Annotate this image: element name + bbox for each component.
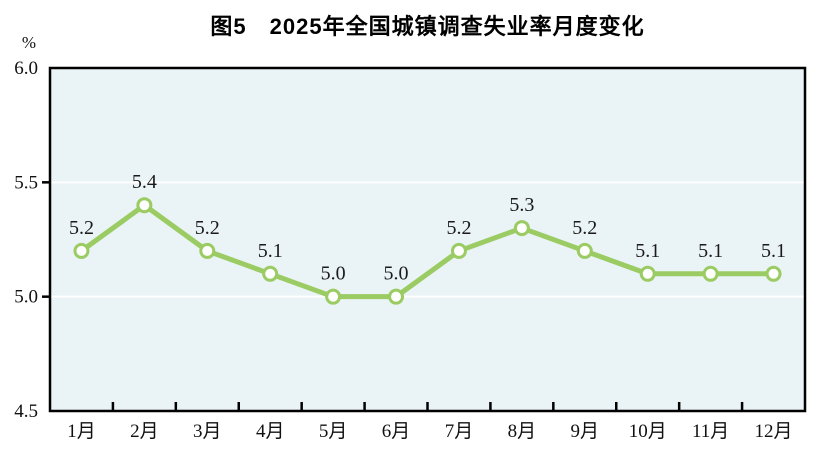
x-axis-label: 11月 bbox=[692, 421, 729, 442]
x-axis-label: 3月 bbox=[193, 421, 222, 442]
chart-title: 图5 2025年全国城镇调查失业率月度变化 bbox=[210, 14, 645, 39]
data-label: 5.2 bbox=[195, 217, 220, 239]
data-label: 5.2 bbox=[572, 217, 597, 239]
data-label: 5.2 bbox=[446, 217, 471, 239]
data-label: 5.4 bbox=[132, 171, 157, 193]
data-point bbox=[136, 197, 153, 214]
x-axis-label: 4月 bbox=[256, 421, 285, 442]
data-point bbox=[73, 242, 90, 259]
data-point bbox=[639, 265, 656, 282]
data-point bbox=[702, 265, 719, 282]
x-axis-label: 2月 bbox=[130, 421, 159, 442]
y-axis-unit-label: % bbox=[22, 33, 36, 52]
data-point bbox=[388, 288, 405, 305]
data-point bbox=[450, 242, 467, 259]
x-axis-label: 6月 bbox=[382, 421, 411, 442]
data-label: 5.2 bbox=[69, 217, 94, 239]
y-axis-label: 4.5 bbox=[14, 401, 38, 422]
x-axis-label: 8月 bbox=[508, 421, 537, 442]
data-point bbox=[513, 220, 530, 237]
x-axis-label: 10月 bbox=[629, 421, 667, 442]
data-label: 5.1 bbox=[761, 240, 786, 262]
x-axis-label: 7月 bbox=[445, 421, 474, 442]
data-label: 5.1 bbox=[698, 240, 723, 262]
data-point bbox=[199, 242, 216, 259]
x-axis-label: 1月 bbox=[67, 421, 96, 442]
y-axis-label: 5.0 bbox=[14, 287, 38, 308]
data-label: 5.0 bbox=[384, 263, 409, 285]
data-label: 5.0 bbox=[321, 263, 346, 285]
data-label: 5.1 bbox=[635, 240, 660, 262]
data-point bbox=[325, 288, 342, 305]
x-axis-label: 9月 bbox=[571, 421, 600, 442]
x-axis-label: 5月 bbox=[319, 421, 348, 442]
y-axis-label: 5.5 bbox=[14, 172, 38, 193]
data-point bbox=[576, 242, 593, 259]
data-label: 5.3 bbox=[509, 194, 534, 216]
plot-frame bbox=[48, 66, 807, 413]
data-line bbox=[78, 202, 777, 300]
y-axis-label: 6.0 bbox=[14, 58, 38, 79]
data-label: 5.1 bbox=[258, 240, 283, 262]
x-axis-label: 12月 bbox=[755, 421, 793, 442]
data-point bbox=[262, 265, 279, 282]
data-point bbox=[765, 265, 782, 282]
plot-area bbox=[50, 68, 805, 411]
